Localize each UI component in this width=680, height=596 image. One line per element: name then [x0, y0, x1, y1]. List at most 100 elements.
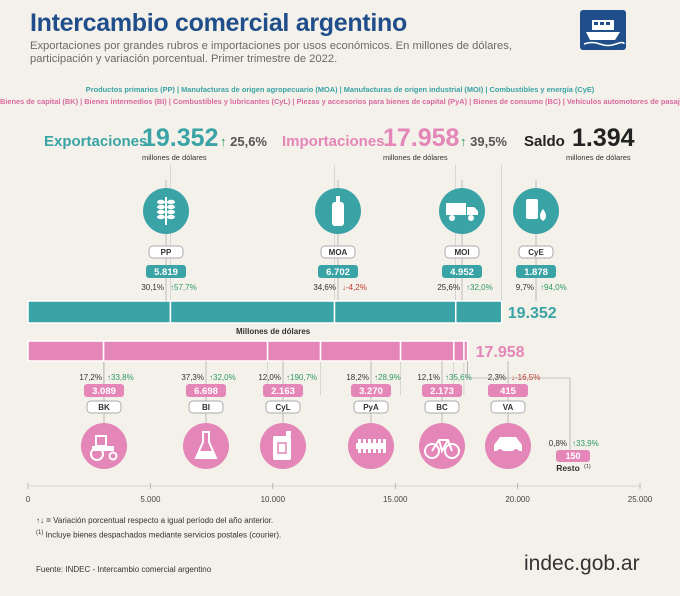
export-code-label: MOA: [329, 248, 348, 257]
bicycle-icon: [424, 443, 440, 459]
import-variation: ↑35,6%: [445, 373, 472, 382]
export-code-label: CyE: [528, 248, 544, 257]
oil-barrel-icon-drop: [540, 209, 546, 221]
import-value-pill: [422, 384, 462, 397]
import-bar-resto: [463, 340, 469, 362]
page-title: Intercambio comercial argentino: [30, 9, 407, 37]
import-code-label: BK: [98, 403, 110, 412]
truck-icon-wheel: [449, 215, 455, 221]
export-value-pill: [516, 265, 556, 278]
wheat-icon-grain: [167, 199, 175, 205]
export-share: 30,1%: [141, 283, 164, 292]
bicycle-icon-wheel: [444, 443, 460, 459]
export-value-label: 5.819: [154, 267, 178, 278]
import-value-pill: [556, 450, 590, 462]
oil-barrel-icon: [526, 199, 538, 219]
export-value-label: 4.952: [450, 267, 474, 278]
ministry-ship-icon: [580, 10, 626, 50]
footnote-text: Incluye bienes despachados mediante serv…: [45, 530, 282, 540]
imports-variation: ↑ 39,5%: [460, 134, 507, 149]
import-bar-bk: [27, 340, 105, 362]
wheat-icon-grain: [157, 214, 165, 220]
export-value-pill: [146, 265, 186, 278]
import-bar-pya: [319, 340, 402, 362]
balance-total: 1.394: [572, 124, 635, 152]
jerrycan-icon-panel: [277, 442, 287, 454]
export-variation: ↑94,0%: [540, 283, 567, 292]
exports-total: 19.352: [142, 124, 219, 152]
import-value-label: 3.270: [359, 386, 383, 397]
imports-total: 17.958: [383, 124, 460, 152]
import-share: 18,2%: [346, 373, 369, 382]
import-bar-bc: [399, 340, 455, 362]
import-value-label: 415: [500, 386, 517, 397]
import-value-label: 3.089: [92, 386, 116, 397]
export-code-box: [148, 245, 184, 259]
export-value-label: 6.702: [326, 267, 350, 278]
wheat-icon-grain: [167, 204, 175, 210]
exports-legend: Productos primarios (PP) | Manufacturas …: [85, 85, 595, 94]
export-share: 9,7%: [516, 283, 534, 292]
bicycle-icon-frame: [431, 439, 453, 454]
export-value-pill: [442, 265, 482, 278]
export-code-box: [518, 245, 554, 259]
resto-connector: [467, 361, 571, 450]
resto-footnote-mark: (1): [584, 464, 591, 470]
truck-icon: [446, 203, 466, 215]
up-arrow-icon: ↑: [460, 134, 467, 149]
import-code-box: [353, 400, 389, 414]
indec-logo: indec.gob.ar: [524, 552, 640, 575]
car-icon-wheel: [513, 449, 519, 455]
truck-icon-cab: [467, 207, 478, 215]
import-value-pill: [186, 384, 226, 397]
arrows-note: ↑↓ = Variación porcentual respecto a igu…: [36, 516, 273, 525]
x-tick-label: 5.000: [140, 495, 161, 504]
import-bar-cyl: [266, 340, 322, 362]
imports-label: Importaciones: [282, 133, 385, 150]
flask-icon: [194, 431, 218, 459]
import-variation: ↑190,7%: [286, 373, 317, 382]
exports-variation: ↑ 25,6%: [220, 134, 267, 149]
footnote-mark: (1): [36, 530, 44, 536]
export-variation: ↓-4,2%: [342, 283, 367, 292]
import-code-label: PyA: [363, 403, 379, 412]
import-code-box: [86, 400, 122, 414]
gear-part-icon-tooth: [363, 439, 366, 453]
tractor-icon-body: [92, 446, 114, 451]
export-total-label: 19.352: [508, 305, 557, 322]
import-variation: ↑28,9%: [374, 373, 401, 382]
export-variation: ↑57,7%: [170, 283, 197, 292]
import-code-box: [424, 400, 460, 414]
flask-icon-circle: [183, 423, 229, 469]
up-down-arrows-icon: ↑↓ =: [36, 516, 51, 525]
x-tick-label: 10.000: [261, 495, 286, 504]
import-value-pill: [263, 384, 303, 397]
car-icon-wheel: [497, 449, 503, 455]
jerrycan-icon-cap: [286, 431, 291, 436]
import-code-label: BI: [202, 403, 210, 412]
wheat-icon-grain: [167, 209, 175, 215]
import-code-label: VA: [503, 403, 514, 412]
car-icon: [494, 437, 522, 451]
wheat-icon-grain: [157, 209, 165, 215]
import-value-pill: [488, 384, 528, 397]
up-arrow-icon: ↑: [220, 134, 227, 149]
x-tick-label: 0: [26, 495, 31, 504]
import-value-label: 6.698: [194, 386, 218, 397]
import-share: 37,3%: [181, 373, 204, 382]
import-value-label: 2.173: [430, 386, 454, 397]
wheat-icon-grain: [157, 204, 165, 210]
footnote: (1) Incluye bienes despachados mediante …: [36, 530, 281, 540]
axis-label: Millones de dólares: [236, 327, 311, 336]
import-share: 17,2%: [79, 373, 102, 382]
subtitle-line-2: participación y variación porcentual. Pr…: [30, 53, 338, 65]
gear-part-icon-tooth: [373, 439, 376, 453]
bottle-icon-body: [332, 202, 344, 226]
export-code-box: [320, 245, 356, 259]
import-bar-bi: [102, 340, 269, 362]
import-code-label: BC: [436, 403, 448, 412]
imports-unit: millones de dólares: [383, 153, 448, 162]
imports-legend: Bienes de capital (BK) | Bienes intermed…: [0, 97, 680, 106]
import-share: 0,8%: [549, 439, 567, 448]
